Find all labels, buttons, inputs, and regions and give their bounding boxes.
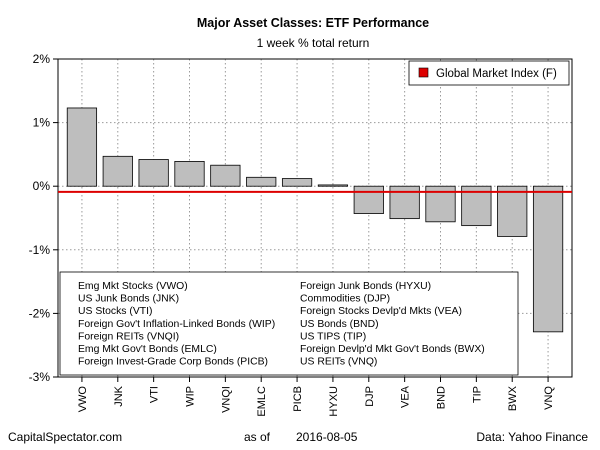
footer-date: 2016-08-05 (296, 430, 358, 444)
x-tick-label: VEA (400, 385, 412, 408)
y-tick-label: 0% (33, 179, 51, 193)
x-tick-label: WIP (185, 386, 197, 407)
x-tick-label: BND (436, 386, 448, 409)
y-tick-label: 1% (33, 116, 51, 130)
description-item: US Stocks (VTI) (78, 306, 152, 317)
footer-source-left: CapitalSpectator.com (8, 430, 123, 444)
x-tick-label: VNQI (220, 386, 232, 413)
description-item: Foreign Devlp'd Mkt Gov't Bonds (BWX) (300, 344, 485, 355)
y-tick-label: -2% (29, 306, 51, 320)
descriptions-box: Emg Mkt Stocks (VWO)US Junk Bonds (JNK)U… (59, 271, 519, 376)
description-item: Emg Mkt Gov't Bonds (EMLC) (78, 344, 217, 355)
bar-wip (174, 160, 205, 187)
x-tick-label: HYXU (328, 386, 340, 417)
y-tick-label: -1% (29, 243, 51, 257)
bar-bwx (497, 185, 528, 237)
bars (66, 107, 564, 333)
y-axis: -3% -2% -1% 0% 1% 2% (29, 52, 58, 384)
description-item: US REITs (VNQ) (300, 357, 377, 368)
plot-frame (57, 58, 573, 378)
description-item: Foreign Invest-Grade Corp Bonds (PICB) (78, 357, 268, 368)
chart-title: Major Asset Classes: ETF Performance (197, 16, 429, 30)
x-axis: VWO JNK VTI WIP VNQI EMLC PICB HYXU DJP VEA BND TIP… (77, 377, 555, 417)
description-item: US TIPS (TIP) (300, 331, 366, 342)
legend-box (408, 60, 570, 86)
x-tick-label: BWX (507, 385, 519, 411)
description-item: US Junk Bonds (JNK) (78, 294, 179, 305)
descriptions-frame (59, 271, 519, 376)
chart-subtitle: 1 week % total return (257, 36, 370, 50)
legend-swatch (418, 67, 429, 78)
bar-djp (353, 185, 384, 214)
footer-source-right: Data: Yahoo Finance (476, 430, 588, 444)
description-item: US Bonds (BND) (300, 319, 379, 330)
footer-as-of-label: as of (244, 430, 271, 444)
bar-vnq (532, 185, 564, 333)
x-tick-label: TIP (471, 386, 483, 403)
description-item: Foreign Stocks Devlp'd Mkts (VEA) (300, 306, 462, 317)
description-item: Foreign REITs (VNQI) (78, 331, 179, 342)
bar-picb (281, 178, 313, 187)
bar-hyxu (317, 184, 349, 187)
description-item: Emg Mkt Stocks (VWO) (78, 281, 188, 292)
x-tick-label: EMLC (256, 386, 268, 417)
description-item: Commodities (DJP) (300, 294, 390, 305)
y-tick-label: 2% (33, 52, 51, 66)
legend: Global Market Index (F) (408, 60, 570, 86)
bar-vwo (66, 107, 98, 187)
y-tick-label: -3% (29, 370, 51, 384)
x-tick-label: JNK (113, 385, 125, 406)
bar-emlc (246, 176, 277, 187)
x-tick-label: PICB (292, 386, 304, 412)
x-tick-label: VWO (77, 386, 89, 413)
description-item: Foreign Gov't Inflation-Linked Bonds (WI… (78, 319, 275, 330)
legend-label: Global Market Index (F) (436, 68, 557, 80)
description-item: Foreign Junk Bonds (HYXU) (300, 281, 431, 292)
x-tick-label: VTI (149, 386, 161, 403)
bar-vti (138, 159, 169, 187)
bar-vnqi (210, 164, 241, 187)
bar-jnk (102, 155, 133, 187)
x-tick-label: DJP (364, 386, 376, 407)
x-tick-label: VNQ (543, 386, 555, 410)
